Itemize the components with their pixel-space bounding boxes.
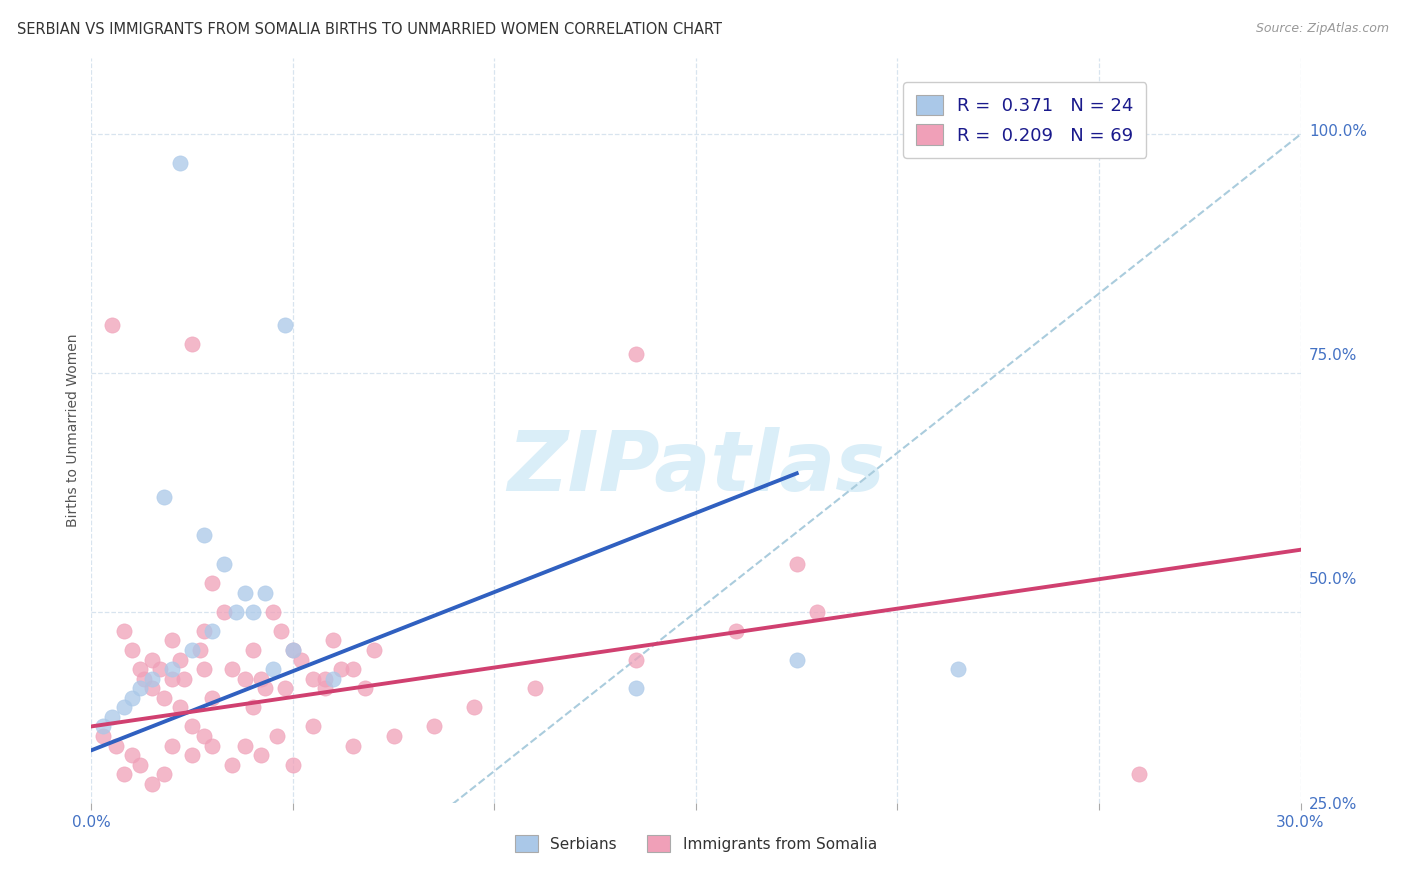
Point [242, 605, 264, 619]
Point [201, 576, 224, 591]
Point [354, 681, 377, 696]
Point [121, 747, 143, 762]
Point [806, 605, 828, 619]
Point [523, 681, 546, 696]
Point [233, 585, 256, 599]
Point [181, 337, 204, 351]
Point [290, 652, 312, 666]
Point [169, 652, 191, 666]
Point [221, 757, 243, 772]
Point [302, 719, 325, 733]
Point [160, 739, 183, 753]
Point [169, 156, 191, 170]
Point [93, 719, 115, 733]
Point [128, 681, 150, 696]
Point [201, 690, 224, 705]
Point [112, 624, 135, 638]
Point [128, 757, 150, 772]
Point [112, 767, 135, 781]
Point [786, 557, 808, 571]
Point [946, 662, 969, 676]
Point [274, 681, 297, 696]
Point [233, 672, 256, 686]
Point [322, 672, 344, 686]
Point [100, 710, 122, 724]
Point [121, 643, 143, 657]
Point [104, 739, 127, 753]
Point [181, 747, 204, 762]
Point [330, 662, 353, 676]
Point [193, 662, 215, 676]
Point [302, 672, 325, 686]
Point [786, 652, 808, 666]
Point [281, 757, 304, 772]
Point [242, 700, 264, 714]
Point [423, 719, 446, 733]
Point [233, 739, 256, 753]
Text: SERBIAN VS IMMIGRANTS FROM SOMALIA BIRTHS TO UNMARRIED WOMEN CORRELATION CHART: SERBIAN VS IMMIGRANTS FROM SOMALIA BIRTH… [17, 22, 721, 37]
Point [121, 690, 143, 705]
Point [141, 777, 163, 791]
Point [342, 739, 364, 753]
Point [160, 672, 183, 686]
Point [322, 633, 344, 648]
Point [181, 719, 204, 733]
Point [249, 672, 271, 686]
Point [128, 662, 150, 676]
Point [624, 347, 647, 361]
Point [141, 672, 163, 686]
Point [100, 318, 122, 333]
Point [342, 662, 364, 676]
Point [153, 767, 176, 781]
Point [201, 739, 224, 753]
Point [188, 643, 211, 657]
Point [193, 624, 215, 638]
Point [463, 700, 485, 714]
Point [274, 318, 297, 333]
Point [160, 662, 183, 676]
Point [314, 681, 336, 696]
Point [624, 652, 647, 666]
Legend: Serbians, Immigrants from Somalia: Serbians, Immigrants from Somalia [509, 829, 883, 858]
Point [141, 652, 163, 666]
Point [173, 672, 195, 686]
Point [281, 643, 304, 657]
Text: Source: ZipAtlas.com: Source: ZipAtlas.com [1256, 22, 1389, 36]
Point [281, 643, 304, 657]
Point [270, 624, 292, 638]
Point [624, 681, 647, 696]
Point [225, 605, 247, 619]
Point [221, 662, 243, 676]
Point [201, 624, 224, 638]
Y-axis label: Births to Unmarried Women: Births to Unmarried Women [66, 334, 80, 527]
Point [214, 557, 236, 571]
Point [253, 585, 276, 599]
Point [262, 662, 284, 676]
Point [153, 490, 176, 504]
Text: ZIPatlas: ZIPatlas [508, 427, 884, 508]
Point [262, 605, 284, 619]
Point [112, 700, 135, 714]
Point [132, 672, 155, 686]
Point [725, 624, 748, 638]
Point [242, 643, 264, 657]
Point [266, 729, 288, 743]
Point [93, 729, 115, 743]
Point [149, 662, 172, 676]
Point [169, 700, 191, 714]
Point [253, 681, 276, 696]
Point [193, 729, 215, 743]
Point [214, 605, 236, 619]
Point [160, 633, 183, 648]
Point [141, 681, 163, 696]
Point [193, 528, 215, 542]
Point [363, 643, 385, 657]
Point [314, 672, 336, 686]
Point [181, 643, 204, 657]
Point [153, 690, 176, 705]
Point [1128, 767, 1150, 781]
Point [382, 729, 405, 743]
Point [249, 747, 271, 762]
